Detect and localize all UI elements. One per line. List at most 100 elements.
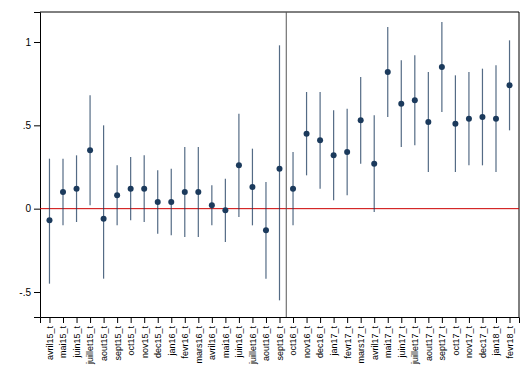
x-tick: nov16_t: [302, 317, 312, 358]
x-tick-mark: [496, 317, 497, 323]
x-tick: juin15_t: [72, 317, 82, 359]
point: [222, 207, 228, 213]
x-tick-label: avril15_t: [45, 326, 55, 361]
x-axis: avril15_tmai15_t juin15_tjuillet15_t aout1…: [41, 317, 520, 365]
x-tick-mark: [347, 317, 348, 323]
x-tick-mark: [388, 317, 389, 323]
point: [263, 227, 269, 233]
frame-top: [40, 12, 519, 13]
y-tick-label: .5: [23, 120, 32, 131]
point: [141, 186, 147, 192]
x-tick-label: juin17_t: [397, 326, 407, 359]
x-tick-label: avril17_t: [370, 326, 380, 361]
x-tick: jan18_t: [491, 317, 501, 357]
x-tick-label: juillet17_t: [410, 326, 420, 366]
x-tick: juillet15_t: [85, 317, 95, 365]
x-tick-label: aout15_t: [99, 326, 109, 362]
x-tick-label: dec15_t: [153, 326, 163, 359]
x-tick-mark: [171, 317, 172, 323]
point: [479, 114, 485, 120]
x-tick-label: juillet16_t: [248, 326, 258, 366]
x-tick-mark: [239, 317, 240, 323]
x-tick-mark: [77, 317, 78, 323]
x-tick: mai15_t: [58, 317, 68, 358]
x-tick-label: avril16_t: [207, 326, 217, 361]
x-tick: fevr17_t: [343, 317, 353, 359]
x-tick-label: mars16_t: [194, 326, 204, 364]
x-tick: aout16_t: [261, 317, 271, 361]
x-tick-label: nov16_t: [302, 326, 312, 359]
point: [439, 64, 445, 70]
x-tick-mark: [90, 317, 91, 323]
x-tick-mark: [320, 317, 321, 323]
point: [249, 184, 255, 190]
x-tick-mark: [63, 317, 64, 323]
x-tick: nov15_t: [140, 317, 150, 358]
x-tick-mark: [469, 317, 470, 323]
point: [398, 101, 404, 107]
point: [195, 189, 201, 195]
x-tick-mark: [49, 317, 50, 323]
point: [168, 199, 174, 205]
x-tick-mark: [225, 317, 226, 323]
x-tick: sept17_t: [437, 317, 447, 361]
x-tick: dec15_t: [153, 317, 163, 358]
x-tick: dec17_t: [478, 317, 488, 358]
x-tick: mai16_t: [221, 317, 231, 358]
x-tick-label: aout16_t: [261, 326, 271, 362]
x-tick-label: oct17_t: [451, 326, 461, 356]
point: [371, 161, 377, 167]
x-tick-label: juin16_t: [234, 326, 244, 359]
x-tick: juin17_t: [397, 317, 407, 359]
point: [128, 186, 134, 192]
x-tick: fevr18_t: [505, 317, 515, 359]
x-tick: fevr16_t: [180, 317, 190, 359]
plot: -.50.51avril15_tmai15_tjuin15_tjuillet15…: [19, 12, 519, 365]
confidence-interval: [103, 125, 104, 278]
chart: -.50.51avril15_tmai15_tjuin15_tjuillet15…: [0, 0, 531, 387]
point: [358, 117, 364, 123]
x-tick-mark: [104, 317, 105, 323]
x-tick-mark: [334, 317, 335, 323]
y-axis-line: [34, 13, 41, 318]
y-tick-mark: [34, 125, 40, 126]
marks: [40, 12, 519, 317]
x-tick-label: dec17_t: [478, 326, 488, 359]
x-tick-label: jan17_t: [329, 326, 339, 357]
y-tick-label: -.5: [19, 287, 31, 298]
point: [74, 186, 80, 192]
point: [101, 216, 107, 222]
x-tick: jan17_t: [329, 317, 339, 357]
x-tick-mark: [455, 317, 456, 323]
point: [317, 137, 323, 143]
x-tick: aout17_t: [424, 317, 434, 361]
x-tick-label: nov15_t: [140, 326, 150, 359]
x-tick-label: oct15_t: [126, 326, 136, 356]
x-tick-label: mai16_t: [221, 326, 231, 359]
point: [452, 121, 458, 127]
x-tick-label: juillet15_t: [85, 326, 95, 366]
x-tick-label: jan16_t: [167, 326, 177, 357]
confidence-interval: [279, 45, 280, 300]
x-tick-mark: [185, 317, 186, 323]
y-tick-label: 0: [25, 203, 31, 214]
x-axis-line: [41, 318, 520, 324]
x-tick: oct17_t: [451, 317, 461, 356]
x-tick-mark: [117, 317, 118, 323]
x-tick-label: fevr16_t: [180, 326, 190, 359]
point: [385, 69, 391, 75]
x-tick: mars16_t: [194, 317, 204, 364]
x-tick: nov17_t: [464, 317, 474, 358]
x-tick-label: oct16_t: [288, 326, 298, 356]
x-tick-label: sept16_t: [275, 326, 285, 361]
x-tick: juin16_t: [234, 317, 244, 359]
y-tick-mark: [34, 42, 40, 43]
x-tick: mai17_t: [383, 317, 393, 358]
y-tick-mark: [34, 292, 40, 293]
x-tick: jan16_t: [167, 317, 177, 357]
x-tick-label: dec16_t: [315, 326, 325, 359]
x-tick-mark: [158, 317, 159, 323]
point: [331, 152, 337, 158]
point: [182, 189, 188, 195]
x-tick-label: nov17_t: [464, 326, 474, 359]
